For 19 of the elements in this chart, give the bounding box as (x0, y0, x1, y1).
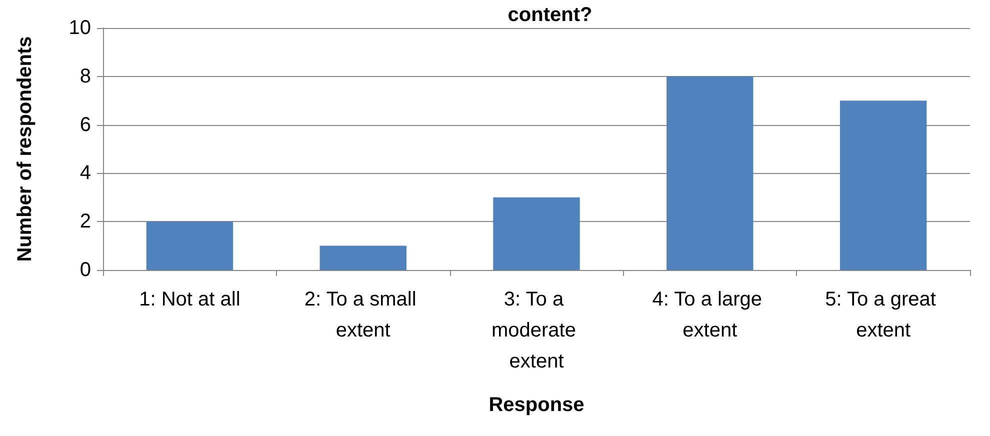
bar (320, 246, 406, 270)
bar (840, 100, 927, 270)
chart-title: content? (508, 4, 592, 26)
x-tick-label: 4: To a large extent (652, 288, 768, 342)
y-tick-label: 8 (80, 65, 91, 88)
bar (493, 197, 580, 270)
y-tick-label: 10 (68, 17, 91, 39)
x-tick-label: 5: To a great extent (825, 288, 942, 342)
y-tick-label: 6 (80, 114, 91, 136)
x-tick-label: 3: To a moderate extent (491, 288, 582, 372)
y-tick-label: 2 (80, 210, 91, 233)
bar (666, 76, 754, 270)
x-tick-label: 2: To a small extent (304, 288, 422, 342)
y-tick-label: 4 (80, 162, 91, 184)
x-axis-title: Response (488, 394, 584, 416)
y-axis-title: Number of respondents (14, 36, 36, 262)
bar (146, 222, 234, 270)
y-tick-label: 0 (80, 259, 91, 281)
x-tick-label: 1: Not at all (139, 288, 240, 310)
